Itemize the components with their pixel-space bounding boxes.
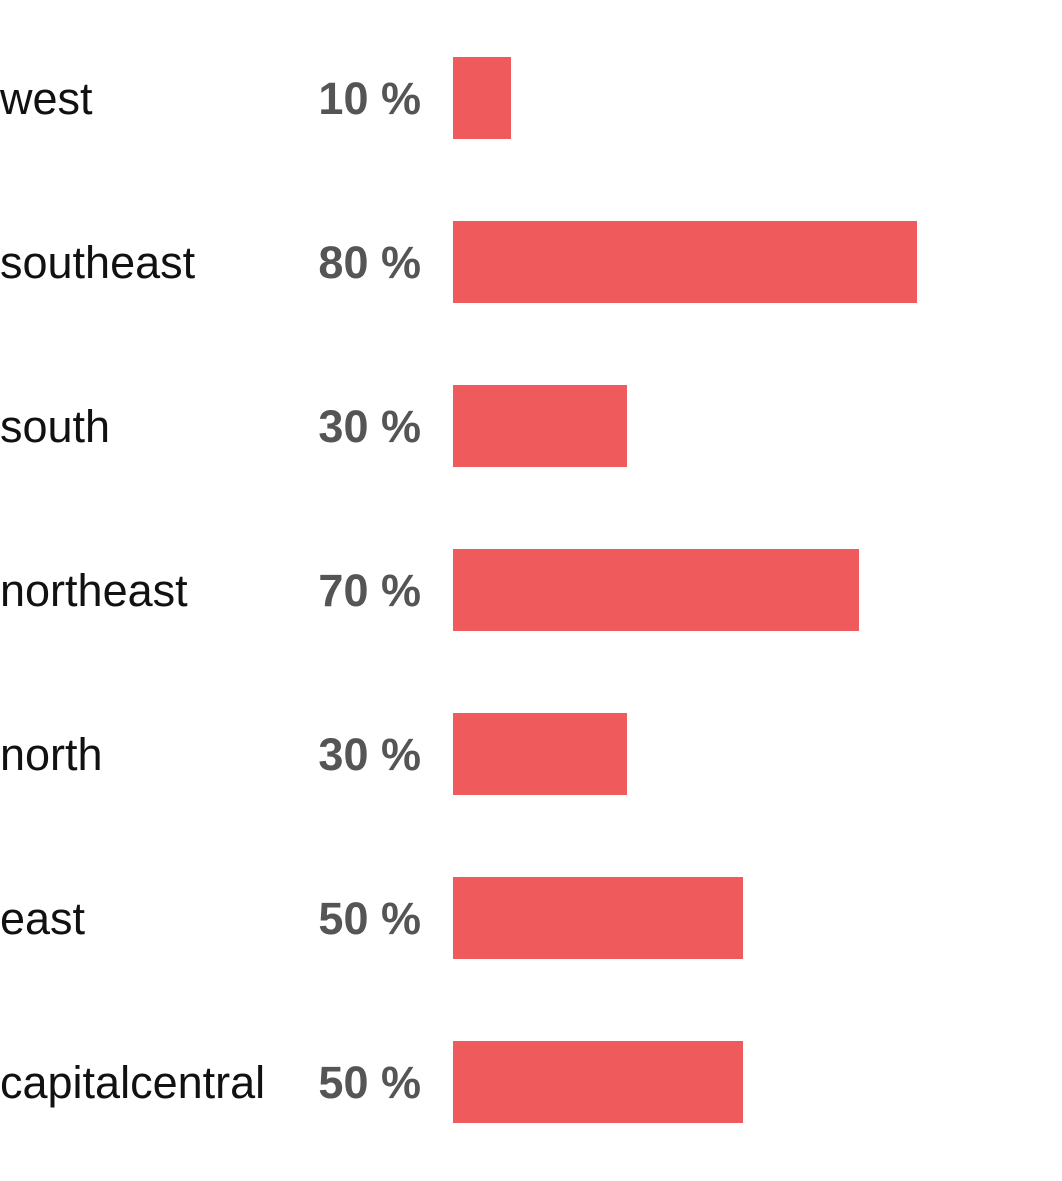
value-label-southeast: 80 % [318, 237, 421, 288]
bar-capitalcentral [453, 1041, 743, 1123]
bar-southeast [453, 221, 917, 303]
chart-rows: west 10 %southeast 80 %south 30 %northeast 7… [0, 57, 917, 1123]
bar-south [453, 385, 627, 467]
bar-east [453, 877, 743, 959]
category-label-west: west [0, 73, 93, 124]
category-label-southeast: southeast [0, 237, 196, 288]
category-label-capitalcentral: capitalcentral [0, 1057, 265, 1108]
value-label-south: 30 % [318, 401, 421, 452]
value-label-northeast: 70 % [318, 565, 421, 616]
value-label-east: 50 % [318, 893, 421, 944]
value-label-capitalcentral: 50 % [318, 1057, 421, 1108]
category-label-northeast: northeast [0, 565, 188, 616]
bar-northeast [453, 549, 859, 631]
value-label-west: 10 % [318, 73, 421, 124]
bar-west [453, 57, 511, 139]
category-label-north: north [0, 729, 103, 780]
category-label-south: south [0, 401, 110, 452]
bar-north [453, 713, 627, 795]
category-label-east: east [0, 893, 86, 944]
value-label-north: 30 % [318, 729, 421, 780]
